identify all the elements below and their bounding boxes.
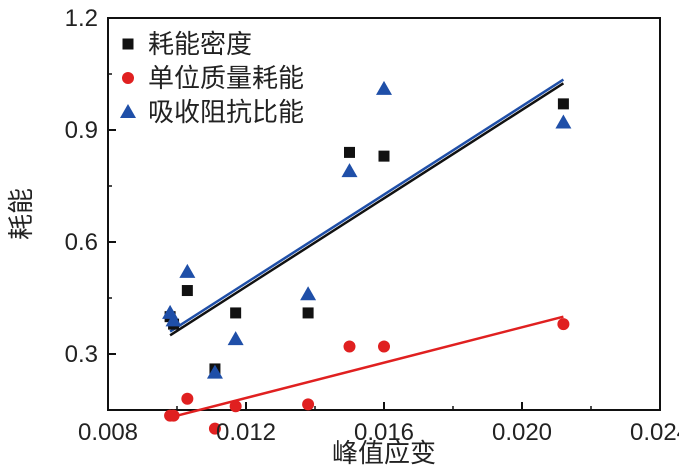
y-axis: 0.3 0.6 0.9 1.2 bbox=[65, 5, 116, 368]
y-tick-label: 0.6 bbox=[65, 229, 98, 256]
data-point-series-1 bbox=[229, 400, 242, 413]
data-point-series-2 bbox=[341, 163, 358, 178]
data-point-series-2 bbox=[555, 114, 572, 129]
data-point-series-0 bbox=[378, 150, 390, 162]
x-tick-label: 0.016 bbox=[354, 419, 414, 446]
data-point-series-1 bbox=[343, 340, 356, 353]
legend-marker-1 bbox=[122, 72, 134, 84]
y-tick-label: 1.2 bbox=[65, 5, 98, 32]
x-tick-label: 0.008 bbox=[78, 419, 138, 446]
x-axis: 0.008 0.012 0.016 0.020 0.024 bbox=[78, 402, 679, 446]
legend-label-0: 耗能密度 bbox=[148, 30, 252, 60]
legend-label-2: 吸收阻抗比能 bbox=[148, 98, 304, 128]
data-point-series-1 bbox=[208, 422, 221, 435]
data-point-series-0 bbox=[557, 98, 569, 110]
fit-line-series-1 bbox=[169, 315, 564, 419]
data-point-series-1 bbox=[167, 409, 180, 422]
fit-line-series-0 bbox=[169, 82, 565, 337]
x-tick-label: 0.024 bbox=[630, 419, 679, 446]
x-tick-label: 0.020 bbox=[492, 419, 552, 446]
x-axis-title: 峰值应变 bbox=[332, 439, 436, 469]
x-tick-label: 0.012 bbox=[216, 419, 276, 446]
legend-marker-2 bbox=[120, 104, 136, 118]
legend-label-1: 单位质量耗能 bbox=[148, 64, 304, 94]
data-markers bbox=[162, 80, 572, 435]
y-tick-label: 0.3 bbox=[65, 341, 98, 368]
data-point-series-2 bbox=[300, 286, 317, 301]
data-point-series-0 bbox=[230, 307, 242, 319]
data-point-series-2 bbox=[227, 331, 244, 346]
fit-line-series-2 bbox=[169, 78, 565, 333]
data-point-series-2 bbox=[376, 80, 392, 95]
data-point-series-1 bbox=[181, 392, 194, 405]
fit-lines bbox=[169, 78, 565, 419]
data-point-series-1 bbox=[378, 340, 390, 353]
data-point-series-2 bbox=[179, 263, 196, 278]
y-tick-label: 0.9 bbox=[65, 117, 98, 144]
data-point-series-0 bbox=[302, 307, 314, 319]
data-point-series-0 bbox=[344, 146, 355, 158]
data-point-series-2 bbox=[206, 364, 223, 379]
y-axis-title: 耗能 bbox=[7, 188, 37, 240]
legend-marker-0 bbox=[122, 38, 134, 50]
data-point-series-2 bbox=[165, 312, 182, 327]
data-point-series-1 bbox=[302, 398, 315, 411]
data-point-series-0 bbox=[181, 285, 193, 297]
data-point-series-1 bbox=[557, 318, 570, 331]
